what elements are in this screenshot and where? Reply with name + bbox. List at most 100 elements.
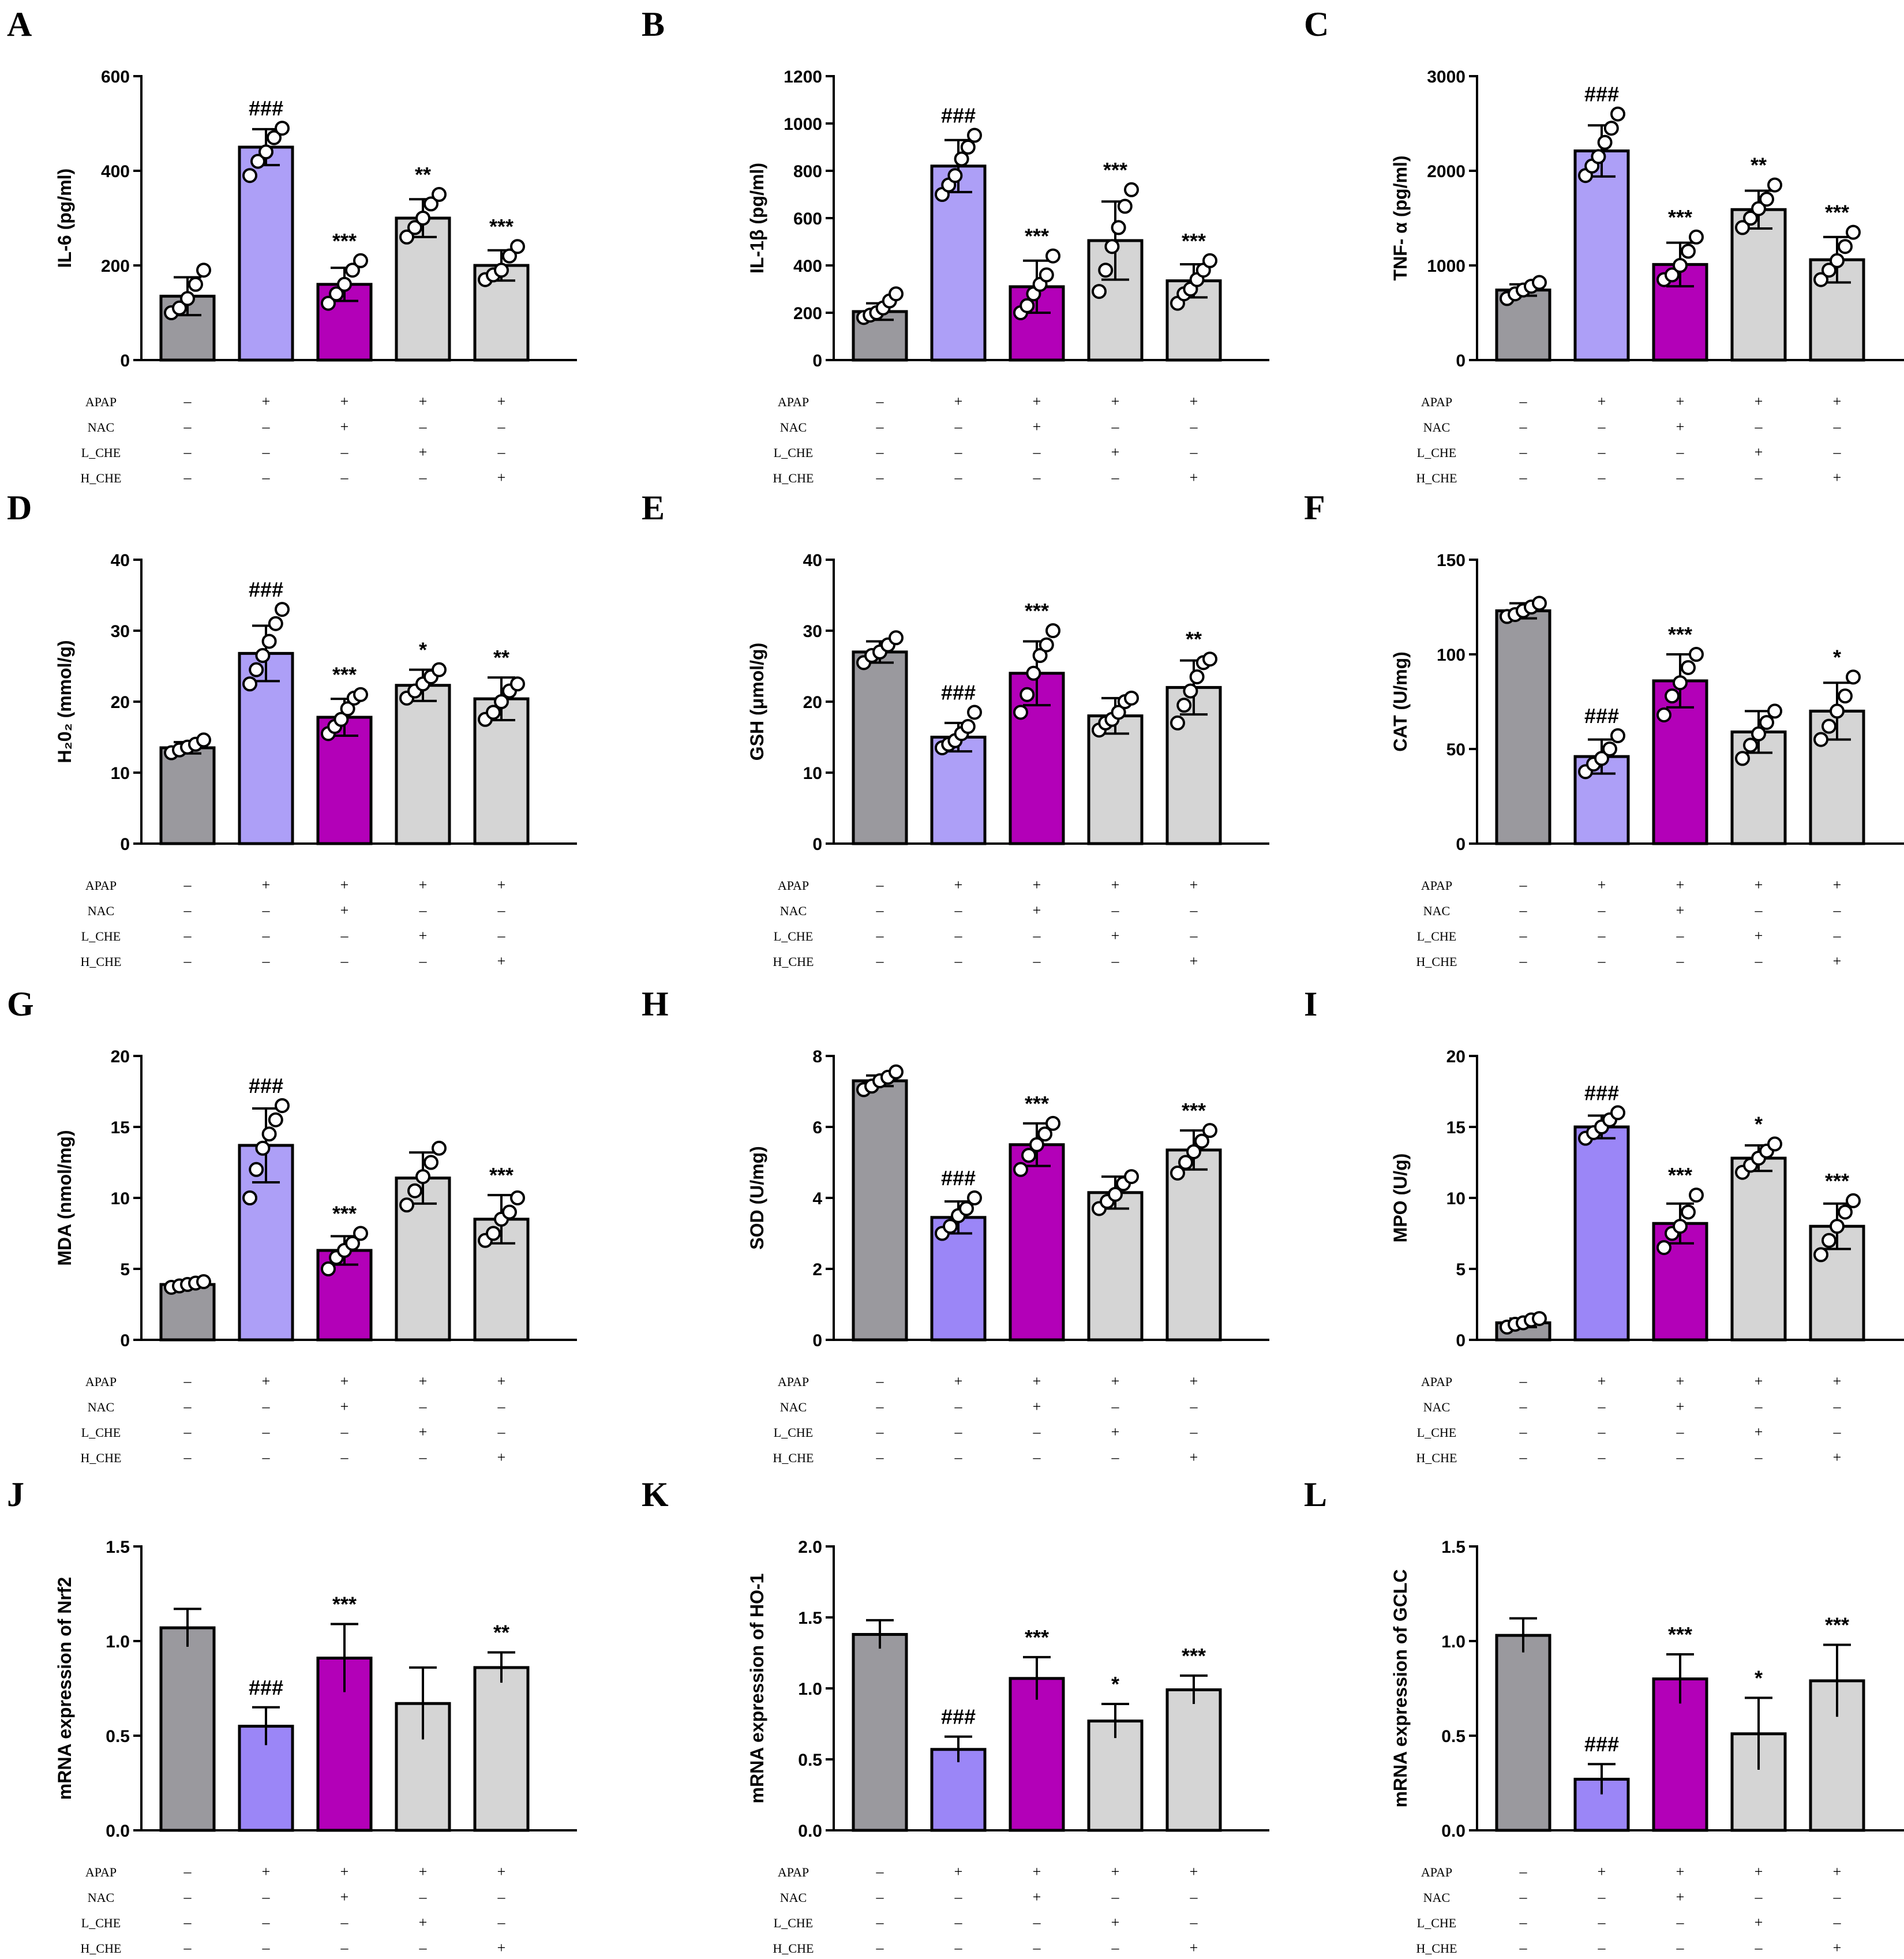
y-tick-label: 400 <box>793 257 822 276</box>
treatment-symbol: – <box>1755 1398 1763 1415</box>
y-axis-title: TNF- α (pg/ml) <box>1390 156 1411 281</box>
data-point <box>1597 134 1613 150</box>
treatment-symbol: – <box>1676 927 1685 944</box>
treatment-row-label: APAP <box>778 878 809 893</box>
treatment-symbol: – <box>419 418 428 435</box>
treatment-symbol: – <box>1833 1424 1842 1440</box>
y-tick-label: 40 <box>111 551 130 570</box>
y-tick-label: 0 <box>812 351 822 370</box>
treatment-symbol: – <box>1598 1449 1606 1466</box>
data-point <box>1735 751 1750 766</box>
y-axis-title: MDA (nmol/mg) <box>54 1130 75 1265</box>
y-tick-label: 1.5 <box>798 1609 822 1628</box>
treatment-symbol: + <box>1033 1398 1041 1415</box>
treatment-symbol: – <box>1755 1449 1763 1466</box>
data-point <box>345 263 360 278</box>
y-tick-label: 40 <box>803 551 822 570</box>
bar <box>1495 1634 1551 1832</box>
y-axis-title: mRNA expression of GCLC <box>1390 1569 1411 1807</box>
treatment-symbol: – <box>876 393 884 410</box>
y-tick-label: 0.5 <box>1441 1727 1466 1746</box>
data-point <box>1602 741 1617 756</box>
treatment-symbol: – <box>954 444 963 460</box>
data-point <box>255 1140 271 1156</box>
y-tick-label: 1000 <box>1427 257 1466 276</box>
significance-marker: * <box>419 638 427 662</box>
treatment-symbol: + <box>1033 1863 1041 1880</box>
treatment-row-label: APAP <box>85 878 117 893</box>
treatment-symbol: + <box>419 927 428 944</box>
treatment-symbol: – <box>1519 469 1528 486</box>
treatment-symbol: + <box>497 1863 506 1880</box>
treatment-symbol: + <box>340 1889 349 1905</box>
data-point <box>1202 651 1217 667</box>
bar <box>1165 1688 1222 1832</box>
panel-letter: H <box>642 985 669 1023</box>
data-point <box>1098 263 1114 278</box>
treatment-row-label: L_CHE <box>81 929 121 943</box>
data-point <box>333 711 349 727</box>
data-point <box>1111 705 1126 720</box>
data-point <box>959 1201 974 1216</box>
data-point <box>1656 707 1671 722</box>
y-tick-label: 1.5 <box>106 1538 130 1557</box>
panel-b: B 0 200 400 600 800 1000 1200 IL-1β (pg/ml) ### **… <box>642 5 1269 486</box>
data-point <box>1813 732 1828 747</box>
data-point <box>1759 715 1774 731</box>
data-point <box>432 662 447 677</box>
treatment-row-label: H_CHE <box>773 1941 814 1956</box>
treatment-symbol: – <box>1519 1373 1528 1389</box>
bar <box>1730 1156 1787 1342</box>
significance-marker: *** <box>1668 1163 1692 1187</box>
treatment-symbol: + <box>1190 1449 1198 1466</box>
significance-marker: * <box>1111 1672 1119 1696</box>
treatment-row-label: NAC <box>780 420 807 434</box>
treatment-symbol: – <box>1598 1889 1606 1905</box>
treatment-symbol: – <box>1833 1398 1842 1415</box>
treatment-symbol: – <box>497 902 506 919</box>
data-point <box>337 276 352 292</box>
data-point <box>486 1226 501 1241</box>
data-point <box>1186 1144 1201 1160</box>
data-point <box>1681 660 1696 675</box>
treatment-symbol: – <box>1598 953 1606 969</box>
treatment-symbol: – <box>1033 444 1041 460</box>
data-point <box>1743 737 1758 753</box>
data-point <box>1813 1247 1828 1263</box>
data-point <box>275 602 290 617</box>
significance-marker: ### <box>941 104 976 128</box>
treatment-symbol: – <box>954 927 963 944</box>
treatment-symbol: – <box>183 1373 192 1389</box>
treatment-symbol: – <box>1190 1914 1198 1931</box>
significance-marker: ### <box>249 96 283 120</box>
significance-marker: ### <box>249 578 283 601</box>
treatment-symbol: – <box>1190 1424 1198 1440</box>
treatment-symbol: – <box>340 1914 349 1931</box>
treatment-symbol: – <box>497 927 506 944</box>
y-tick-label: 30 <box>111 622 130 641</box>
treatment-symbol: + <box>1833 469 1842 486</box>
treatment-symbol: – <box>1190 418 1198 435</box>
y-tick-label: 0.5 <box>106 1727 130 1746</box>
treatment-row-label: L_CHE <box>774 445 813 460</box>
treatment-symbol: + <box>1676 902 1685 919</box>
significance-marker: *** <box>1025 224 1049 248</box>
treatment-symbol: + <box>1598 393 1606 410</box>
y-tick-label: 20 <box>803 693 822 712</box>
y-axis-title: IL-6 (pg/ml) <box>54 168 75 268</box>
bar <box>930 736 987 845</box>
data-point <box>1020 687 1035 702</box>
data-point <box>261 634 277 649</box>
bar <box>1652 1677 1708 1832</box>
treatment-row-label: H_CHE <box>1416 954 1457 969</box>
treatment-symbol: – <box>183 902 192 919</box>
treatment-symbol: – <box>183 1939 192 1956</box>
treatment-symbol: + <box>1033 1373 1041 1389</box>
treatment-symbol: – <box>1598 1914 1606 1931</box>
bar <box>1730 1732 1787 1832</box>
data-point <box>1759 192 1774 207</box>
data-point <box>1108 1186 1123 1202</box>
data-point <box>1603 121 1619 136</box>
